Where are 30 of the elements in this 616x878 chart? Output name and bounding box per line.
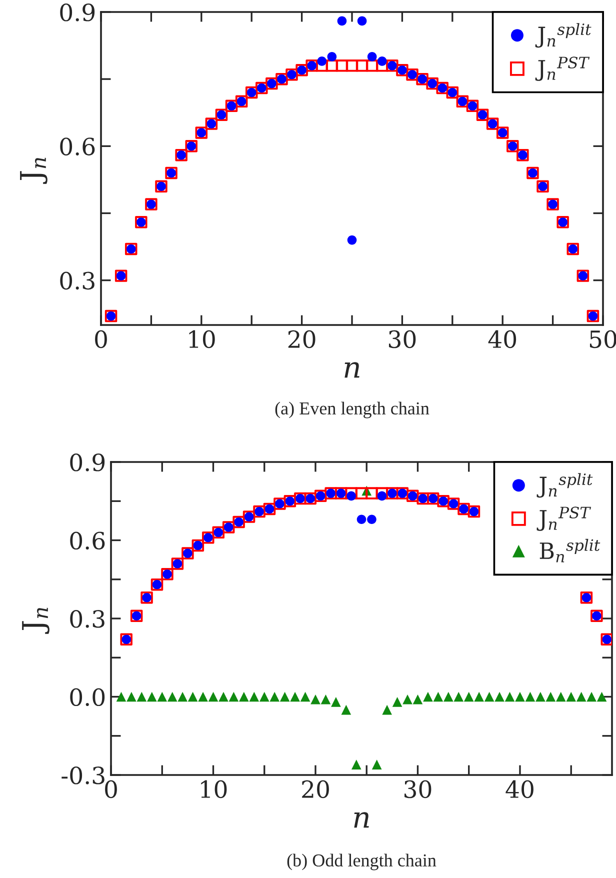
y-tick-label: 0.3 [60, 272, 94, 290]
text: (a) Even length chain [275, 402, 430, 418]
y-tick-label: 0.6 [70, 532, 105, 550]
y-axis-title: J$_{n}$ [22, 608, 50, 634]
x-tick-label: 50 [590, 330, 616, 348]
x-tick-label: 10 [189, 330, 215, 348]
y-tick-label: -0.3 [62, 766, 104, 784]
y-axis-title: J$_{n}$ [20, 158, 48, 184]
x-axis-title: n [354, 812, 369, 828]
legend-label: J$_{n}$$^{PST}$ [535, 56, 590, 81]
y-tick-label: 0.3 [70, 610, 104, 628]
y-tick-label: 0.9 [70, 453, 105, 472]
x-tick-label: 20 [302, 780, 329, 798]
legend-label: J$_{n}$$^{split}$ [536, 473, 593, 498]
y-tick-label: 0.6 [60, 138, 95, 156]
x-tick-label: 30 [404, 780, 432, 798]
x-axis-title: n [344, 362, 360, 378]
legend-label: B$_{n}$$^{split}$ [540, 538, 600, 562]
x-tick-label: 20 [288, 330, 316, 348]
legend-label: J$_{n}$$^{PST}$ [536, 506, 592, 531]
legend-label: J$_{n}$$^{split}$ [535, 23, 592, 48]
y-tick-label: 0.0 [70, 688, 105, 706]
x-tick-label: 10 [201, 780, 227, 798]
x-tick-label: 40 [506, 780, 534, 798]
x-tick-label: 0 [105, 780, 117, 798]
x-tick-label: 0 [95, 330, 107, 348]
text: (b) Odd length chain [287, 854, 436, 870]
x-tick-label: 40 [488, 330, 516, 348]
x-tick-label: 30 [388, 330, 416, 348]
y-tick-label: 0.9 [60, 3, 95, 22]
